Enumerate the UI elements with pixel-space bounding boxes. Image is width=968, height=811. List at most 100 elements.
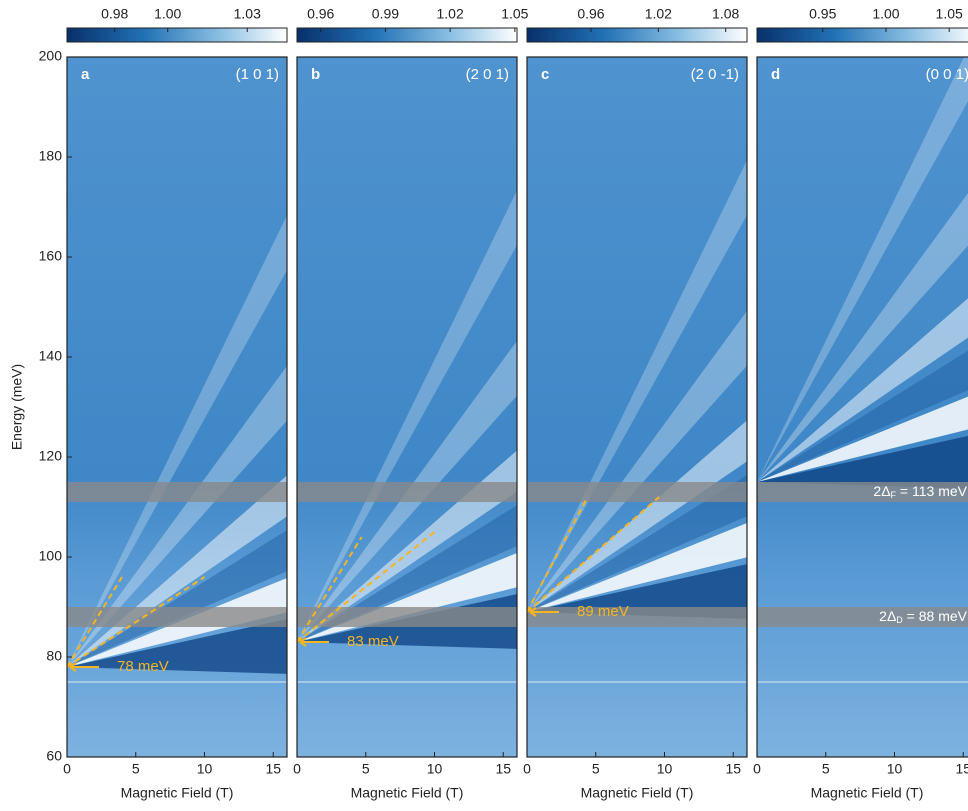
colorbar-tick-label: 1.00 (872, 6, 899, 22)
streak (757, 396, 968, 482)
streak (757, 193, 968, 482)
x-tick-label: 5 (592, 761, 600, 777)
heatmap-bg (527, 57, 747, 757)
streak (527, 564, 747, 619)
streak (757, 436, 968, 489)
streak (67, 365, 287, 667)
band-label-rest: = 113 meV (896, 483, 968, 499)
colorbar (756, 27, 968, 43)
x-tick-label: 5 (362, 761, 370, 777)
annotation: 83 meV (347, 633, 399, 650)
x-axis-label: Magnetic Field (T) (121, 785, 234, 801)
index-label: (1 0 1) (236, 66, 279, 83)
frame (296, 56, 518, 758)
x-tick-label: 5 (132, 761, 140, 777)
streak (757, 350, 968, 482)
panel-label: a (81, 66, 90, 83)
x-tick-label: 15 (955, 761, 968, 777)
streak (297, 340, 517, 642)
colorbar-tick-label: 0.95 (809, 6, 836, 22)
y-tick-label: 100 (39, 548, 63, 564)
colorbar-tick-label: 0.96 (577, 6, 604, 22)
heatmap (527, 57, 747, 757)
x-tick-label: 0 (293, 761, 301, 777)
band-label: 2ΔF = 113 meV (873, 483, 967, 501)
x-tick-label: 0 (63, 761, 71, 777)
index-label: (0 0 1) (926, 66, 968, 83)
x-tick-label: 15 (265, 761, 281, 777)
colorbar-tick-label: 1.05 (501, 6, 528, 22)
colorbar (526, 27, 748, 43)
gap-band (757, 607, 968, 627)
y-tick-label: 200 (39, 48, 63, 64)
band-label-rest: = 88 meV (903, 608, 968, 624)
streak (527, 475, 747, 612)
frame (66, 56, 288, 758)
y-tick-label: 160 (39, 248, 63, 264)
x-tick-label: 15 (725, 761, 741, 777)
colorbar-tick-label: 0.98 (101, 6, 128, 22)
index-label: (2 0 -1) (691, 66, 739, 83)
streak (527, 523, 747, 612)
y-tick-label: 140 (39, 348, 63, 364)
gap-band (757, 482, 968, 502)
x-tick-label: 0 (523, 761, 531, 777)
gap-band (527, 482, 747, 502)
fit-line (297, 536, 363, 643)
x-tick-label: 0 (753, 761, 761, 777)
frame (756, 56, 968, 758)
colorbar-tick-label: 0.99 (372, 6, 399, 22)
gap-band (527, 607, 747, 627)
x-tick-label: 10 (427, 761, 443, 777)
x-tick-label: 15 (495, 761, 511, 777)
y-tick-label: 180 (39, 148, 63, 164)
colorbar-tick-label: 1.05 (936, 6, 963, 22)
panel-label: c (541, 66, 549, 83)
x-axis-label: Magnetic Field (T) (811, 785, 924, 801)
fit-line (527, 496, 589, 613)
fit-line (67, 576, 206, 668)
annotation-arrow (529, 607, 559, 617)
x-axis-label: Magnetic Field (T) (581, 785, 694, 801)
panel-label: b (311, 66, 320, 83)
gap-band (297, 482, 517, 502)
x-tick-label: 10 (197, 761, 213, 777)
colorbar-tick-label: 1.00 (154, 6, 181, 22)
x-tick-label: 10 (887, 761, 903, 777)
colorbar-tick-label: 1.02 (645, 6, 672, 22)
y-axis-label: Energy (meV) (9, 364, 25, 450)
x-tick-label: 5 (822, 761, 830, 777)
y-tick-label: 60 (46, 748, 62, 764)
colorbar (66, 27, 288, 43)
band-label-sub: F (891, 490, 897, 500)
streak (527, 310, 747, 612)
streak (757, 298, 968, 482)
y-tick-label: 120 (39, 448, 63, 464)
gap-band (297, 607, 517, 627)
annotation-arrow (69, 662, 99, 672)
colorbar-tick-label: 1.08 (712, 6, 739, 22)
band-label: 2ΔD = 88 meV (879, 608, 968, 626)
streak (297, 450, 517, 642)
streak (67, 215, 287, 667)
band-label-main: 2Δ (879, 608, 896, 624)
band-label-sub: D (896, 615, 903, 625)
colorbar-tick-label: 1.02 (437, 6, 464, 22)
heatmap (67, 57, 287, 757)
annotation: 78 meV (117, 658, 169, 675)
colorbar-tick-label: 1.03 (234, 6, 261, 22)
colorbar (296, 27, 518, 43)
annotation: 89 meV (577, 603, 629, 620)
panel-label: d (771, 66, 780, 83)
colorbar-tick-label: 0.96 (307, 6, 334, 22)
x-tick-label: 10 (657, 761, 673, 777)
heatmap (297, 57, 517, 757)
annotation-arrow (299, 637, 329, 647)
fit-line (67, 576, 123, 668)
band-label-main: 2Δ (873, 483, 890, 499)
streak (757, 57, 968, 482)
gap-band (67, 607, 287, 627)
index-label: (2 0 1) (466, 66, 509, 83)
streak (67, 578, 287, 667)
